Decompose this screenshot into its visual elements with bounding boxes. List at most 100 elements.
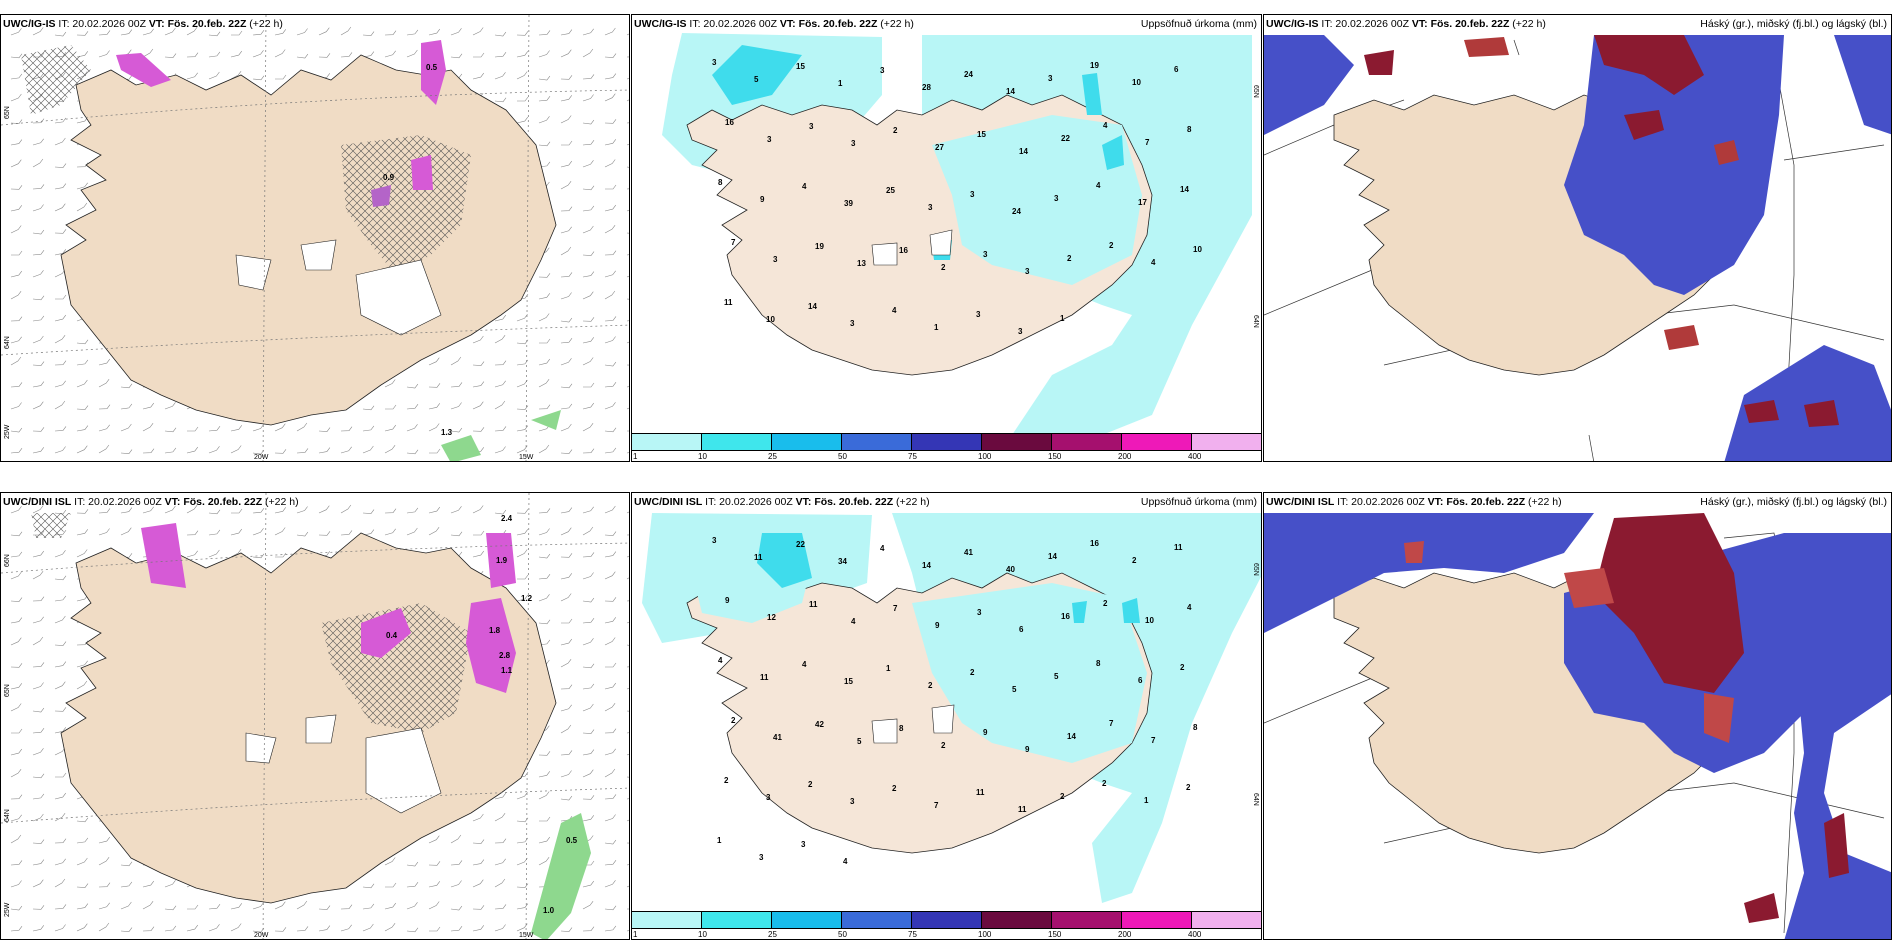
wind-barb: [516, 883, 529, 888]
precip-strong: [757, 533, 812, 588]
precip-value: 19: [1090, 61, 1099, 70]
wind-barb: [142, 402, 155, 410]
wind-barb: [231, 508, 243, 514]
wind-barb: [516, 792, 528, 800]
wind-barb: [406, 927, 419, 933]
precip-value: 3: [1025, 267, 1030, 276]
wind-barb: [32, 707, 45, 713]
wind-barb: [76, 425, 89, 432]
wind-barb: [384, 379, 396, 388]
wind-barb: [604, 839, 617, 845]
wind-barb: [450, 905, 463, 911]
wind-barb: [560, 927, 573, 932]
wind-barb: [626, 511, 629, 514]
wind-barb: [494, 858, 506, 866]
wind-barb: [142, 901, 154, 910]
wind-barb: [54, 229, 67, 234]
wind-barb: [626, 407, 629, 410]
wind-barb: [274, 927, 287, 932]
wind-barb: [164, 427, 177, 433]
wind-barb: [10, 159, 22, 168]
wind-barb: [32, 550, 45, 558]
precip-value: 11: [754, 553, 763, 562]
precip-blob: [116, 53, 171, 87]
precip-value: 2: [1103, 599, 1108, 608]
precip-value: 3: [712, 58, 717, 67]
wind-barb: [10, 119, 23, 124]
wind-barb: [32, 118, 45, 124]
wind-barb: [560, 638, 573, 646]
precip-value: 2: [941, 741, 946, 750]
precip-value: 2: [1186, 783, 1191, 792]
valid-time: Fös. 20.feb. 22Z: [1446, 496, 1526, 508]
wind-barb: [384, 424, 397, 432]
precip-value: 16: [725, 118, 734, 127]
wind-barb: [32, 773, 45, 779]
wind-barb: [560, 206, 573, 212]
wind-barb: [230, 903, 243, 910]
precip-value: 40: [1006, 565, 1015, 574]
wind-barb: [275, 74, 287, 80]
wind-barb: [626, 341, 629, 344]
wind-barb: [538, 50, 550, 58]
lat-label-64n: 64N: [4, 336, 11, 349]
wind-barb: [560, 553, 573, 558]
wind-barb: [54, 446, 66, 454]
lon-label-20w: 20W: [254, 454, 269, 461]
wind-barb: [494, 426, 507, 432]
wind-barb: [428, 835, 440, 844]
precip-value: 11: [809, 600, 818, 609]
wind-barb: [604, 814, 616, 822]
wind-barb: [604, 427, 617, 433]
wind-barb: [626, 666, 629, 668]
wind-barb: [472, 859, 485, 866]
wind-barb: [604, 27, 616, 36]
wind-barb: [32, 839, 45, 844]
wind-barb: [604, 93, 616, 102]
colorbar-tick-label: 1: [633, 930, 638, 939]
lon-label-20w: 20W: [254, 932, 269, 939]
wind-barb: [54, 426, 67, 432]
precip-blob: [371, 185, 391, 207]
wind-barb: [10, 205, 23, 212]
lead-time: (+22 h): [896, 496, 930, 508]
wind-barb: [538, 528, 550, 536]
precip-value: 1: [838, 79, 843, 88]
field-value: 2.8: [499, 651, 511, 660]
dry-area: [355, 259, 442, 336]
precip-value: 2: [1060, 792, 1065, 801]
wind-barb: [10, 637, 22, 646]
wind-barb: [10, 53, 23, 59]
colorbar-swatch: [632, 912, 702, 928]
wind-barb: [296, 531, 309, 537]
precip-value: 9: [1025, 745, 1030, 754]
colorbar-tick-label: 25: [768, 452, 777, 461]
wind-barb: [626, 556, 629, 558]
precip-value: 3: [759, 853, 764, 862]
wind-barb: [516, 314, 528, 322]
wind-barb: [54, 727, 67, 734]
wind-barb: [560, 75, 573, 80]
wind-barb: [494, 446, 506, 454]
lead-time: (+22 h): [1512, 18, 1546, 30]
wind-barb: [32, 138, 44, 146]
wind-barb: [450, 531, 463, 537]
wind-barb: [450, 53, 463, 59]
wind-barb: [274, 423, 286, 432]
wind-barb: [208, 31, 221, 37]
wind-barb: [582, 140, 595, 146]
wind-barb: [604, 531, 617, 536]
colorbar-tick-label: 150: [1048, 930, 1062, 939]
precip-value: 3: [850, 797, 855, 806]
precip-value: 16: [1061, 612, 1070, 621]
precip-value: 9: [760, 195, 765, 204]
wind-barb: [582, 205, 595, 212]
wind-barb: [604, 290, 616, 300]
cloud-high: [1464, 37, 1509, 57]
precip-blob: [361, 608, 411, 658]
wind-barb: [560, 383, 573, 389]
precip-value: 2: [928, 681, 933, 690]
wind-barb: [164, 27, 176, 36]
precip-value: 14: [808, 302, 817, 311]
wind-barb: [626, 600, 629, 602]
